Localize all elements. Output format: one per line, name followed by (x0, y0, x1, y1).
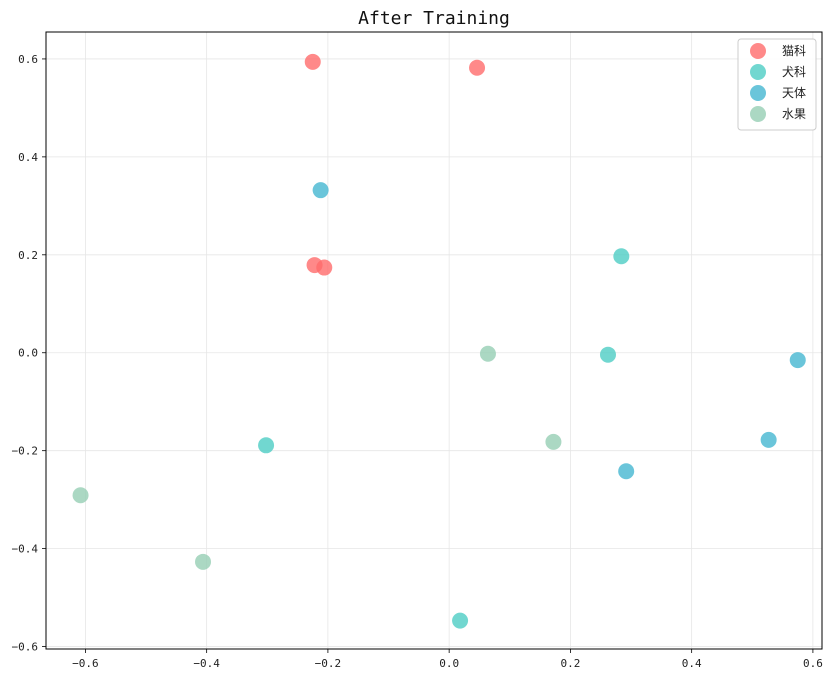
data-point (469, 59, 486, 76)
x-tick-label: 0.6 (803, 657, 823, 670)
x-tick-label: 0.4 (682, 657, 702, 670)
data-point (304, 53, 321, 70)
x-tick-label: −0.2 (315, 657, 342, 670)
data-point (789, 352, 806, 369)
data-point (760, 431, 777, 448)
chart-title: After Training (358, 8, 510, 29)
legend-marker (750, 106, 766, 122)
legend-marker (750, 85, 766, 101)
x-tick-label: −0.6 (72, 657, 99, 670)
x-tick-label: −0.4 (193, 657, 220, 670)
legend-label: 猫科 (782, 44, 806, 58)
data-point (312, 182, 329, 199)
y-tick-label: −0.4 (12, 543, 39, 556)
y-tick-label: −0.2 (12, 445, 39, 458)
legend-label: 水果 (782, 107, 806, 121)
y-tick-label: −0.6 (12, 641, 39, 654)
y-tick-label: 0.2 (18, 249, 38, 262)
data-point (316, 259, 333, 276)
grid-lines (46, 32, 822, 649)
data-point (613, 248, 630, 265)
x-tick-label: 0.0 (439, 657, 459, 670)
x-tick-label: 0.2 (560, 657, 580, 670)
axes: −0.6 −0.4 −0.2 0.0 0.2 0.4 0.6 −0.6 −0.4 −0.2 0.0 0… (12, 53, 823, 670)
data-point (72, 487, 89, 504)
data-points (72, 53, 806, 629)
y-tick-label: 0.6 (18, 53, 38, 66)
data-point (599, 346, 616, 363)
data-point (452, 612, 469, 629)
data-point (258, 437, 275, 454)
data-point (479, 345, 496, 362)
data-point (195, 553, 212, 570)
legend-marker (750, 64, 766, 80)
data-point (545, 433, 562, 450)
legend-label: 犬科 (782, 65, 806, 79)
legend-marker (750, 43, 766, 59)
data-point (618, 463, 635, 480)
plot-frame (45, 31, 823, 650)
y-tick-label: 0.4 (18, 151, 38, 164)
legend-label: 天体 (782, 86, 806, 100)
y-tick-label: 0.0 (18, 347, 38, 360)
